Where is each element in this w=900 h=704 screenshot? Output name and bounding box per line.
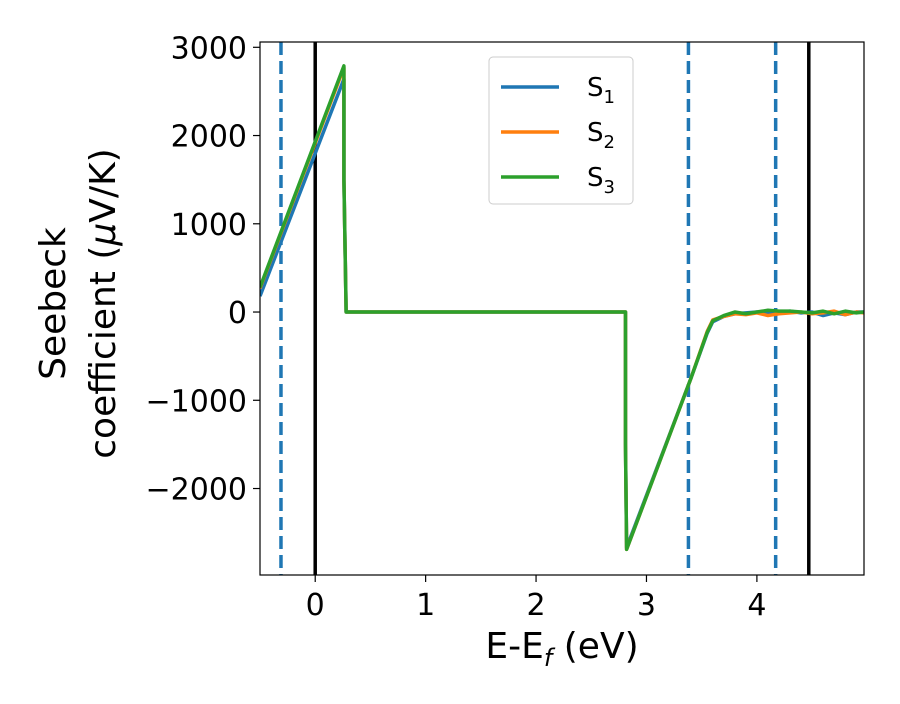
y-tick-label: −2000 [146, 473, 247, 508]
legend-label: S1 [587, 73, 615, 108]
legend-label-main: S [587, 163, 604, 193]
x-axis-ticks: 0 1 2 3 4 [306, 575, 766, 623]
y-axis-label-line2-unit: V/K) [83, 148, 124, 222]
x-tick-label: 4 [747, 588, 766, 623]
y-axis-label-line2: coefficient (μV/K) [83, 148, 124, 458]
x-tick-label: 1 [416, 588, 435, 623]
y-axis-label: Seebeck coefficient (μV/K) [33, 148, 124, 458]
y-axis-label-line2-text: coefficient ( [83, 246, 124, 459]
x-tick-label: 3 [637, 588, 656, 623]
legend-label-subscript: 2 [604, 132, 615, 153]
y-axis-ticks: −2000 −1000 0 1000 2000 3000 [146, 31, 260, 508]
series-layer [260, 64, 864, 552]
legend-label-subscript: 1 [604, 87, 615, 108]
x-axis-label-main: E-E [485, 626, 543, 667]
legend-item-s3: S3 [501, 163, 615, 198]
x-axis-label-unit: (eV) [552, 626, 638, 667]
legend-label: S3 [587, 163, 615, 198]
legend-label-subscript: 3 [604, 177, 615, 198]
y-axis-label-line2-mu: μ [83, 223, 124, 247]
legend-box [488, 56, 634, 205]
x-tick-label: 2 [527, 588, 546, 623]
legend-label: S2 [587, 118, 615, 153]
x-axis-label: E-Ef (eV) [485, 626, 638, 672]
legend-item-s1: S1 [501, 73, 615, 108]
x-tick-label: 0 [306, 588, 325, 623]
legend-item-s2: S2 [501, 118, 615, 153]
y-tick-label: −1000 [146, 384, 247, 419]
y-axis-label-line1: Seebeck [33, 227, 74, 380]
vertical-lines-layer [279, 42, 811, 575]
y-tick-label: 1000 [171, 208, 247, 243]
plot-frame [259, 41, 865, 576]
y-tick-label: 3000 [171, 31, 247, 66]
series-line-s3 [260, 64, 864, 552]
legend-label-main: S [587, 118, 604, 148]
y-tick-label: 2000 [171, 120, 247, 155]
legend-label-main: S [587, 73, 604, 103]
y-tick-label: 0 [228, 296, 247, 331]
